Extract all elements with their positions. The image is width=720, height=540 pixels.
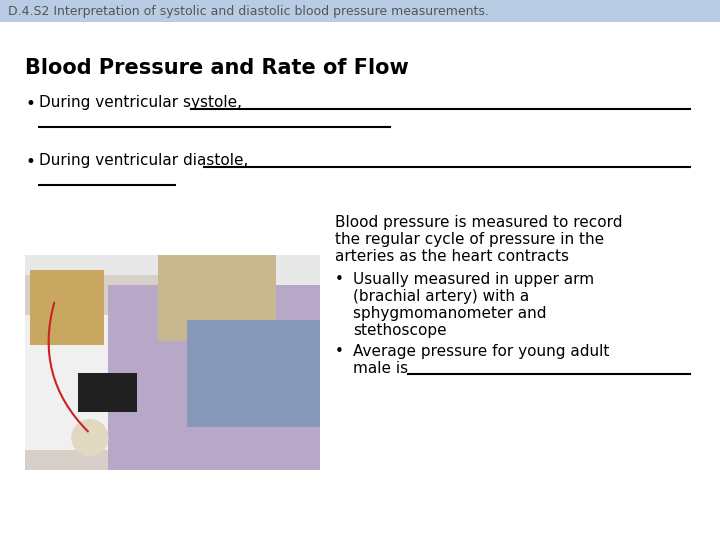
FancyBboxPatch shape <box>25 315 137 450</box>
FancyArrowPatch shape <box>49 303 88 431</box>
Text: Blood pressure is measured to record: Blood pressure is measured to record <box>335 215 623 230</box>
Text: Usually measured in upper arm: Usually measured in upper arm <box>353 272 594 287</box>
Text: arteries as the heart contracts: arteries as the heart contracts <box>335 249 569 264</box>
Bar <box>0 0 720 22</box>
FancyBboxPatch shape <box>107 285 320 470</box>
FancyBboxPatch shape <box>25 275 158 470</box>
Text: Average pressure for young adult: Average pressure for young adult <box>353 344 609 359</box>
Text: Blood Pressure and Rate of Flow: Blood Pressure and Rate of Flow <box>25 58 409 78</box>
Bar <box>25 255 320 470</box>
Text: •: • <box>335 272 344 287</box>
Text: •: • <box>25 95 35 113</box>
Text: the regular cycle of pressure in the: the regular cycle of pressure in the <box>335 232 604 247</box>
Circle shape <box>72 420 108 456</box>
Text: stethoscope: stethoscope <box>353 323 446 338</box>
FancyBboxPatch shape <box>30 270 104 345</box>
Text: D.4.S2 Interpretation of systolic and diastolic blood pressure measurements.: D.4.S2 Interpretation of systolic and di… <box>8 4 489 17</box>
Text: •: • <box>25 153 35 171</box>
FancyBboxPatch shape <box>78 373 137 412</box>
FancyBboxPatch shape <box>187 320 320 427</box>
Text: During ventricular systole,: During ventricular systole, <box>39 95 242 110</box>
Text: (brachial artery) with a: (brachial artery) with a <box>353 289 529 304</box>
Text: male is: male is <box>353 361 408 376</box>
Text: During ventricular diastole,: During ventricular diastole, <box>39 153 248 168</box>
Text: •: • <box>335 344 344 359</box>
FancyBboxPatch shape <box>158 255 276 341</box>
Text: sphygmomanometer and: sphygmomanometer and <box>353 306 546 321</box>
